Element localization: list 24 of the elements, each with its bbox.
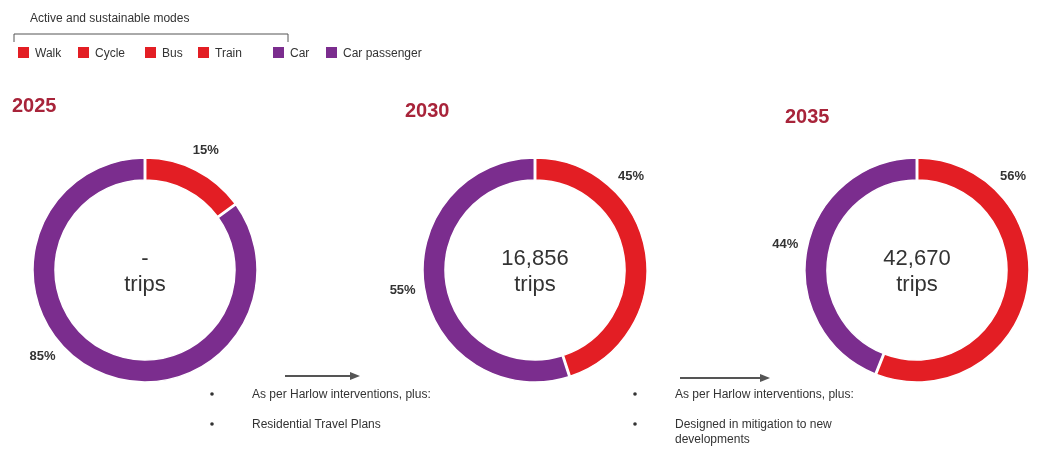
- text: 42,670 trips: [883, 245, 951, 296]
- data-label: 45%: [618, 168, 645, 184]
- category-label: Car: [290, 46, 310, 60]
- text: 16,856 trips: [501, 245, 569, 296]
- data-label: 55%: [389, 282, 417, 298]
- category-label: Bus: [162, 46, 183, 60]
- text: Residential Travel Plans: [252, 417, 381, 431]
- category-label: Train: [215, 46, 242, 60]
- data-label: 15%: [192, 142, 220, 158]
- text: As per Harlow interventions, plus:: [252, 387, 431, 401]
- donut-slice: [32, 157, 258, 383]
- category-label: Walk: [35, 46, 63, 60]
- chart-title: 2030: [405, 99, 450, 121]
- category-label: Cycle: [95, 46, 126, 60]
- text: As per Harlow interventions, plus:: [675, 387, 854, 401]
- data-label: 56%: [1000, 168, 1027, 184]
- category-label: Car passenger: [343, 46, 422, 60]
- data-label: 44%: [772, 236, 799, 252]
- text: - trips: [124, 245, 166, 296]
- data-label: 85%: [29, 347, 56, 363]
- chart-title: 2025: [12, 94, 57, 116]
- chart-title: 2035: [785, 105, 830, 127]
- text: Designed in mitigation to new developments: [675, 417, 833, 446]
- legend-title: Active and sustainable modes: [30, 11, 190, 25]
